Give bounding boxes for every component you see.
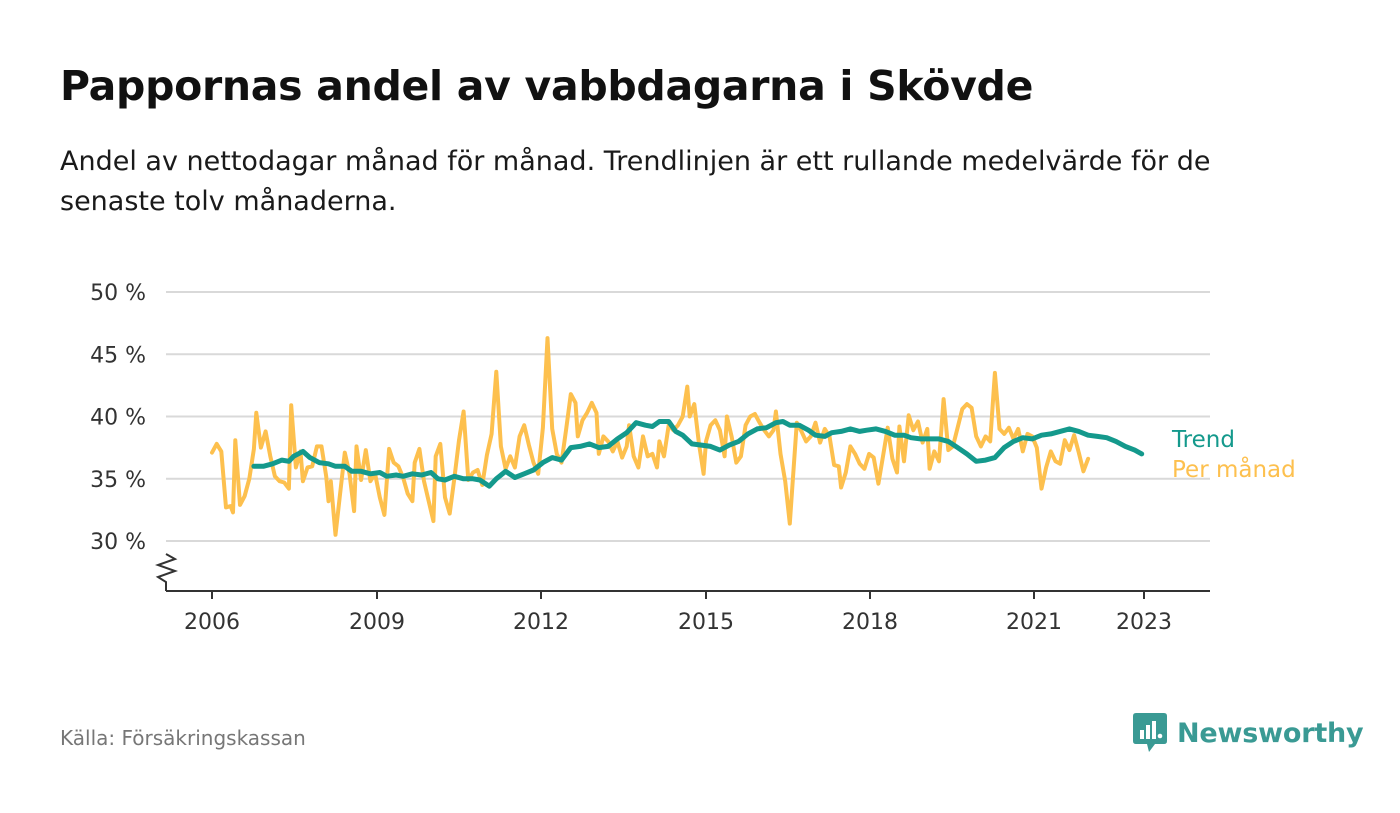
- trend-series-line: [251, 419, 1145, 489]
- y-tick-label: 40 %: [90, 406, 146, 431]
- x-tick-label: 2006: [184, 610, 240, 635]
- monthly-series-line: [210, 336, 1091, 537]
- page-subtitle: Andel av nettodagar månad för månad. Tre…: [60, 146, 1211, 217]
- x-tick-label: 2021: [1006, 610, 1062, 635]
- newsworthy-logo-icon: [1133, 713, 1167, 752]
- x-axis: 2006 2009 2012 2015 2018 2021 2023: [154, 553, 1210, 635]
- monthly-series-label: Per månad: [1172, 455, 1296, 483]
- page-title: Pappornas andel av vabbdagarna i Skövde: [60, 62, 1034, 110]
- axis-break-icon: [154, 553, 179, 591]
- x-tick-label: 2023: [1116, 610, 1172, 635]
- brand-name: Newsworthy: [1177, 717, 1364, 749]
- x-tick-label: 2012: [513, 610, 569, 635]
- y-tick-label: 30 %: [90, 530, 146, 555]
- x-tick-label: 2018: [842, 610, 898, 635]
- y-tick-label: 45 %: [90, 343, 146, 368]
- x-tick-label: 2015: [678, 610, 734, 635]
- series-lines: [210, 336, 1145, 537]
- brand-logo: Newsworthy: [1133, 712, 1364, 754]
- x-tick-label: 2009: [349, 610, 405, 635]
- source-note: Källa: Försäkringskassan: [60, 726, 306, 750]
- trend-series-label: Trend: [1171, 427, 1235, 453]
- y-tick-label: 35 %: [90, 468, 146, 493]
- y-tick-label: 50 %: [90, 281, 146, 306]
